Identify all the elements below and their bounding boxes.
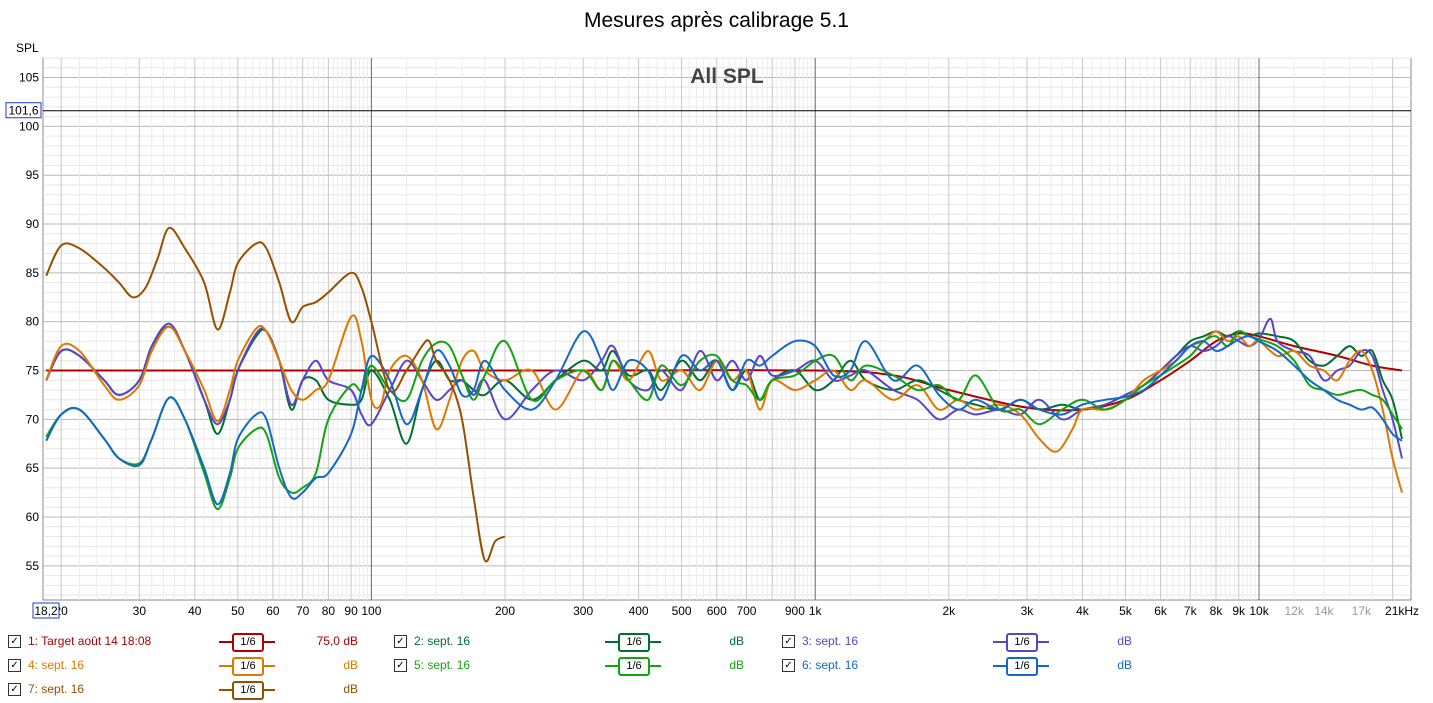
x-tick-label: 4k [1076, 604, 1090, 618]
x-tick-label: 70 [296, 604, 310, 618]
y-tick-label: 70 [26, 412, 40, 426]
legend-checkbox[interactable]: ✓ [782, 659, 795, 672]
legend-item-7[interactable]: ✓ 7: sept. 16 1/6 dB [8, 681, 388, 700]
x-tick-label: 3k [1021, 604, 1035, 618]
y-tick-label: 55 [26, 559, 40, 573]
smoothing-label: 1/6 [232, 681, 264, 700]
plot-area [42, 57, 1412, 601]
chart-title: Mesures après calibrage 5.1 [584, 9, 849, 32]
x-tick-label: 200 [495, 604, 515, 618]
smoothing-label: 1/6 [618, 657, 650, 676]
legend-value: dB [1117, 658, 1132, 672]
y-axis-label: SPL [16, 41, 39, 55]
x-tick-label: 21kHz [1385, 604, 1419, 618]
legend-value: dB [343, 682, 358, 696]
x-tick-label: 2k [942, 604, 956, 618]
legend-label: 2: sept. 16 [414, 634, 471, 648]
legend-label: 4: sept. 16 [28, 658, 85, 672]
x-tick-label: 50 [231, 604, 245, 618]
smoothing-label: 1/6 [232, 633, 264, 652]
x-tick-label: 30 [133, 604, 147, 618]
smoothing-label: 1/6 [1006, 657, 1038, 676]
legend-item-6[interactable]: ✓ 6: sept. 16 1/6 dB [782, 657, 1162, 676]
legend-value: dB [343, 658, 358, 672]
legend-item-target[interactable]: ✓ 1: Target août 14 18:08 1/6 75,0 dB [8, 633, 388, 652]
x-tick-label: 80 [322, 604, 336, 618]
legend: ✓ 1: Target août 14 18:08 1/6 75,0 dB ✓ … [0, 626, 1433, 703]
x-tick-label: 1k [809, 604, 823, 618]
legend-checkbox[interactable]: ✓ [8, 683, 21, 696]
legend-checkbox[interactable]: ✓ [8, 659, 21, 672]
legend-checkbox[interactable]: ✓ [782, 635, 795, 648]
y-tick-label: 95 [26, 168, 40, 182]
x-tick-label: 14k [1314, 604, 1334, 618]
legend-label: 5: sept. 16 [414, 658, 471, 672]
legend-checkbox[interactable]: ✓ [394, 635, 407, 648]
x-tick-label: 7k [1184, 604, 1198, 618]
cursor-y-badge [5, 102, 42, 119]
cursor-x-badge [32, 602, 60, 619]
legend-label: 6: sept. 16 [802, 658, 859, 672]
x-tick-label: 400 [629, 604, 649, 618]
smoothing-label: 1/6 [618, 633, 650, 652]
x-tick-label: 100 [361, 604, 381, 618]
legend-value: dB [1117, 634, 1132, 648]
x-tick-label: 10k [1249, 604, 1269, 618]
legend-checkbox[interactable]: ✓ [394, 659, 407, 672]
x-tick-label: 300 [573, 604, 593, 618]
y-tick-label: 75 [26, 364, 40, 378]
x-tick-label: 60 [266, 604, 280, 618]
x-tick-label: 9k [1232, 604, 1246, 618]
x-tick-label: 12k [1284, 604, 1304, 618]
smoothing-label: 1/6 [1006, 633, 1038, 652]
x-tick-label: 5k [1119, 604, 1133, 618]
legend-value: 75,0 dB [316, 634, 358, 648]
y-tick-label: 85 [26, 266, 40, 280]
legend-item-5[interactable]: ✓ 5: sept. 16 1/6 dB [394, 657, 774, 676]
x-tick-label: 900 [785, 604, 805, 618]
x-tick-label: 700 [736, 604, 756, 618]
smoothing-label: 1/6 [232, 657, 264, 676]
cursor-y-value: 101,6 [8, 104, 38, 118]
y-tick-label: 60 [26, 510, 40, 524]
legend-label: 1: Target août 14 18:08 [28, 634, 152, 648]
x-tick-label: 500 [672, 604, 692, 618]
x-tick-label: 40 [188, 604, 202, 618]
legend-item-4[interactable]: ✓ 4: sept. 16 1/6 dB [8, 657, 388, 676]
legend-value: dB [729, 634, 744, 648]
legend-label: 7: sept. 16 [28, 682, 85, 696]
x-tick-label: 6k [1154, 604, 1168, 618]
series-line-6[interactable] [45, 330, 1403, 506]
y-tick-label: 100 [19, 119, 39, 133]
legend-item-3[interactable]: ✓ 3: sept. 16 1/6 dB [782, 633, 1162, 652]
series-line-7[interactable] [45, 226, 506, 563]
y-tick-label: 105 [19, 71, 39, 85]
x-tick-label: 90 [344, 604, 358, 618]
x-tick-label: 600 [707, 604, 727, 618]
chart-subtitle: All SPL [690, 65, 764, 88]
y-tick-label: 80 [26, 315, 40, 329]
y-tick-label: 65 [26, 461, 40, 475]
cursor-x-value: 18,2 [34, 604, 58, 618]
y-tick-label: 90 [26, 217, 40, 231]
legend-item-2[interactable]: ✓ 2: sept. 16 1/6 dB [394, 633, 774, 652]
legend-checkbox[interactable]: ✓ [8, 635, 21, 648]
legend-label: 3: sept. 16 [802, 634, 859, 648]
legend-value: dB [729, 658, 744, 672]
x-tick-label: 17k [1352, 604, 1372, 618]
x-tick-label: 8k [1210, 604, 1224, 618]
